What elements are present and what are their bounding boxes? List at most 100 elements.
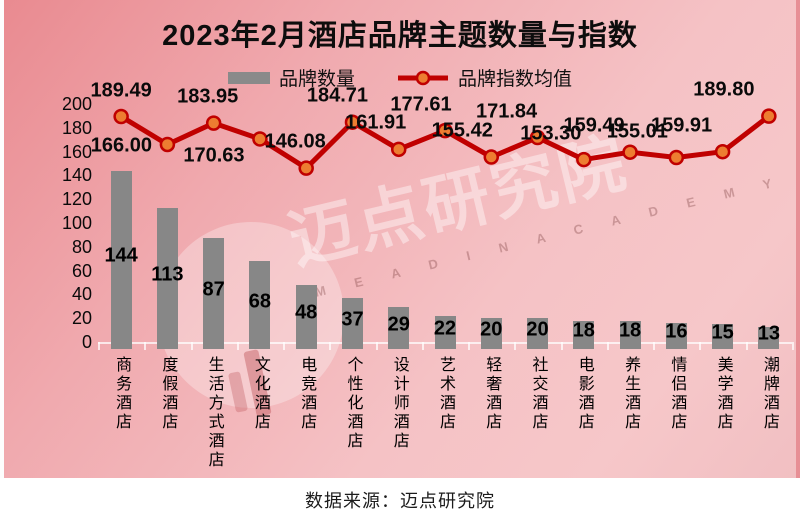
line-value-label: 159.49 [563, 114, 625, 137]
legend-line-label: 品牌指数均值 [458, 69, 573, 90]
line-swatch-icon [398, 70, 448, 85]
category-label: 文化酒店 [251, 356, 269, 432]
x-axis-tick [236, 342, 239, 350]
line-value-label: 171.84 [475, 100, 538, 122]
bar [203, 238, 225, 349]
line-marker [252, 131, 268, 147]
x-axis-tick [560, 342, 563, 350]
line-value-label: 155.01 [606, 120, 668, 143]
line-marker [576, 151, 592, 168]
x-axis-tick [745, 342, 748, 350]
y-axis-tick-label: 140 [61, 165, 92, 186]
line-marker [529, 129, 546, 146]
line-value-label: 184.71 [306, 84, 369, 107]
x-axis-tick [421, 342, 424, 350]
x-axis-tick [699, 342, 702, 350]
bar-value-label: 113 [151, 263, 184, 286]
x-axis-tick [792, 342, 794, 350]
bar [295, 284, 317, 349]
x-axis-tick [144, 342, 147, 350]
bar [156, 207, 178, 349]
bar-value-label: 16 [665, 320, 688, 343]
line-marker [483, 149, 500, 165]
category-label: 电影酒店 [575, 356, 593, 432]
bar-value-label: 20 [526, 318, 549, 341]
line-marker [761, 108, 777, 124]
y-axis-tick-label: 120 [61, 189, 92, 210]
x-axis-tick [653, 342, 656, 350]
legend-item-bar: 品牌数量 [227, 64, 355, 91]
line-marker [344, 114, 361, 130]
bar-value-label: 68 [248, 290, 272, 313]
bar-value-label: 20 [480, 318, 503, 341]
bar-value-label: 48 [295, 301, 318, 324]
y-axis-tick-label: 200 [61, 94, 92, 114]
line-marker [205, 115, 222, 131]
x-axis-tick [606, 342, 609, 350]
line-value-label: 146.08 [264, 130, 326, 153]
plot-area: 0 20 40 60 80 100 120 140 160 180 200 144 商务酒店 113 度假酒… [61, 78, 794, 470]
x-axis-tick [514, 342, 517, 350]
bar [619, 320, 641, 349]
y-axis-tick-label: 40 [71, 284, 92, 305]
bar [249, 261, 271, 349]
line-value-label: 189.49 [90, 79, 152, 101]
y-axis-tick-label: 20 [71, 308, 92, 329]
bar [573, 320, 595, 349]
line-value-label: 161.91 [345, 111, 407, 134]
line-marker [159, 136, 176, 153]
line-value-label: 177.61 [390, 93, 452, 116]
bar-value-label: 15 [711, 321, 734, 344]
line-marker [390, 141, 407, 158]
bar [712, 324, 734, 349]
legend-item-line: 品牌指数均值 [397, 64, 572, 91]
bar [527, 318, 549, 349]
x-axis-tick [468, 342, 471, 350]
bar [388, 307, 410, 349]
line-marker [437, 122, 453, 139]
category-label: 度假酒店 [159, 356, 177, 432]
y-axis-tick-label: 60 [71, 260, 92, 281]
bar-value-label: 87 [202, 278, 225, 301]
line-marker [113, 108, 129, 125]
bar [665, 322, 687, 349]
bar-value-label: 29 [387, 313, 410, 336]
category-label: 生活方式酒店 [205, 356, 223, 470]
line-value-label: 166.00 [90, 134, 152, 157]
x-axis-tick [190, 342, 193, 350]
bar [758, 326, 780, 349]
line-marker [298, 160, 314, 176]
x-axis-tick [283, 342, 286, 350]
category-label: 养生酒店 [622, 356, 640, 432]
category-label: 潮牌酒店 [760, 356, 778, 432]
x-axis-tick [98, 342, 100, 350]
data-source-label: 数据来源：迈点研究院 [305, 490, 495, 511]
x-axis-tick [329, 342, 332, 350]
legend-bar-label: 品牌数量 [278, 69, 355, 90]
bar-value-label: 18 [618, 319, 642, 342]
bar-value-label: 13 [757, 322, 780, 345]
bar-swatch-icon [227, 71, 270, 84]
category-label: 轻奢酒店 [483, 356, 501, 432]
y-axis-tick-label: 0 [81, 332, 92, 352]
chart-legend: 品牌数量 品牌指数均值 [0, 64, 800, 91]
line-marker [668, 149, 685, 166]
line-value-label: 189.80 [693, 78, 755, 101]
line-value-label: 170.63 [183, 144, 245, 167]
bar-value-label: 22 [433, 317, 457, 340]
line-value-label: 183.95 [177, 85, 239, 108]
y-axis-tick-label: 100 [61, 213, 92, 233]
y-axis-tick-label: 80 [71, 236, 92, 257]
line-value-label: 153.30 [520, 122, 582, 145]
bar-value-label: 18 [572, 319, 595, 342]
category-label: 设计师酒店 [390, 356, 408, 451]
line-marker [714, 143, 731, 160]
category-label: 电竞酒店 [298, 356, 316, 432]
bar [434, 315, 456, 349]
chart-title: 2023年2月酒店品牌主题数量与指数 [162, 20, 638, 52]
index-line-series [113, 108, 777, 176]
footer: 数据来源：迈点研究院 [0, 478, 800, 521]
category-label: 商务酒店 [113, 356, 131, 432]
category-label: 社交酒店 [529, 356, 547, 432]
